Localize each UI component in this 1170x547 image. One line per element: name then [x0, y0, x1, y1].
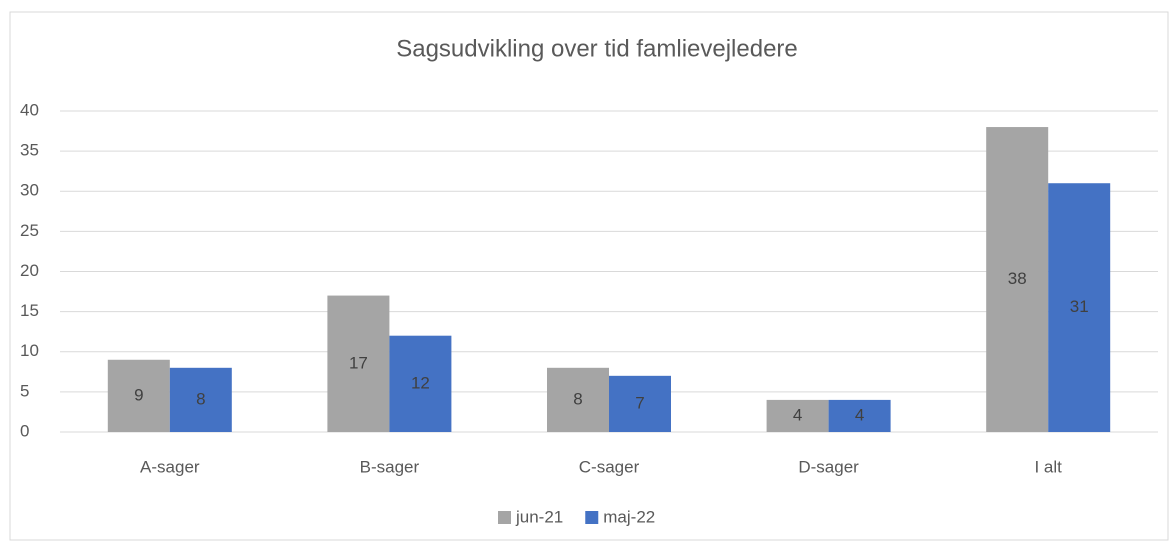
y-tick-label: 15 [20, 301, 39, 320]
legend-label: maj-22 [603, 507, 655, 526]
y-tick-label: 40 [20, 100, 39, 119]
y-tick-label: 20 [20, 261, 39, 280]
data-label: 17 [349, 353, 368, 372]
x-tick-label: D-sager [798, 457, 859, 476]
x-tick-label: C-sager [579, 457, 640, 476]
bar [327, 295, 390, 432]
data-label: 7 [635, 393, 644, 412]
x-tick-label: B-sager [360, 457, 420, 476]
bar [107, 359, 170, 432]
y-tick-label: 35 [20, 141, 39, 160]
y-tick-label: 10 [20, 341, 39, 360]
bar [547, 367, 609, 432]
legend-swatch [498, 511, 511, 524]
data-label: 4 [855, 405, 864, 424]
bar [766, 399, 829, 432]
legend-swatch [585, 511, 599, 524]
data-label: 31 [1070, 297, 1089, 316]
data-label: 38 [1008, 269, 1027, 288]
bar [389, 335, 452, 432]
y-tick-label: 25 [20, 221, 39, 240]
y-tick-label: 0 [20, 421, 29, 440]
data-label: 4 [793, 405, 802, 424]
x-tick-label: A-sager [140, 457, 200, 476]
y-tick-label: 5 [20, 381, 29, 400]
bar [1048, 183, 1111, 432]
data-label: 8 [196, 389, 205, 408]
bar [828, 399, 891, 432]
data-label: 8 [573, 389, 582, 408]
chart-frame [9, 11, 1169, 541]
chart-title: Sagsudvikling over tid famlievejledere [396, 35, 798, 62]
y-tick-label: 30 [20, 181, 39, 200]
bar [169, 367, 232, 432]
x-tick-label: I alt [1034, 457, 1062, 476]
bar [609, 375, 671, 432]
bar [986, 127, 1049, 433]
data-label: 12 [411, 373, 430, 392]
legend-label: jun-21 [515, 507, 563, 526]
data-label: 9 [134, 385, 143, 404]
